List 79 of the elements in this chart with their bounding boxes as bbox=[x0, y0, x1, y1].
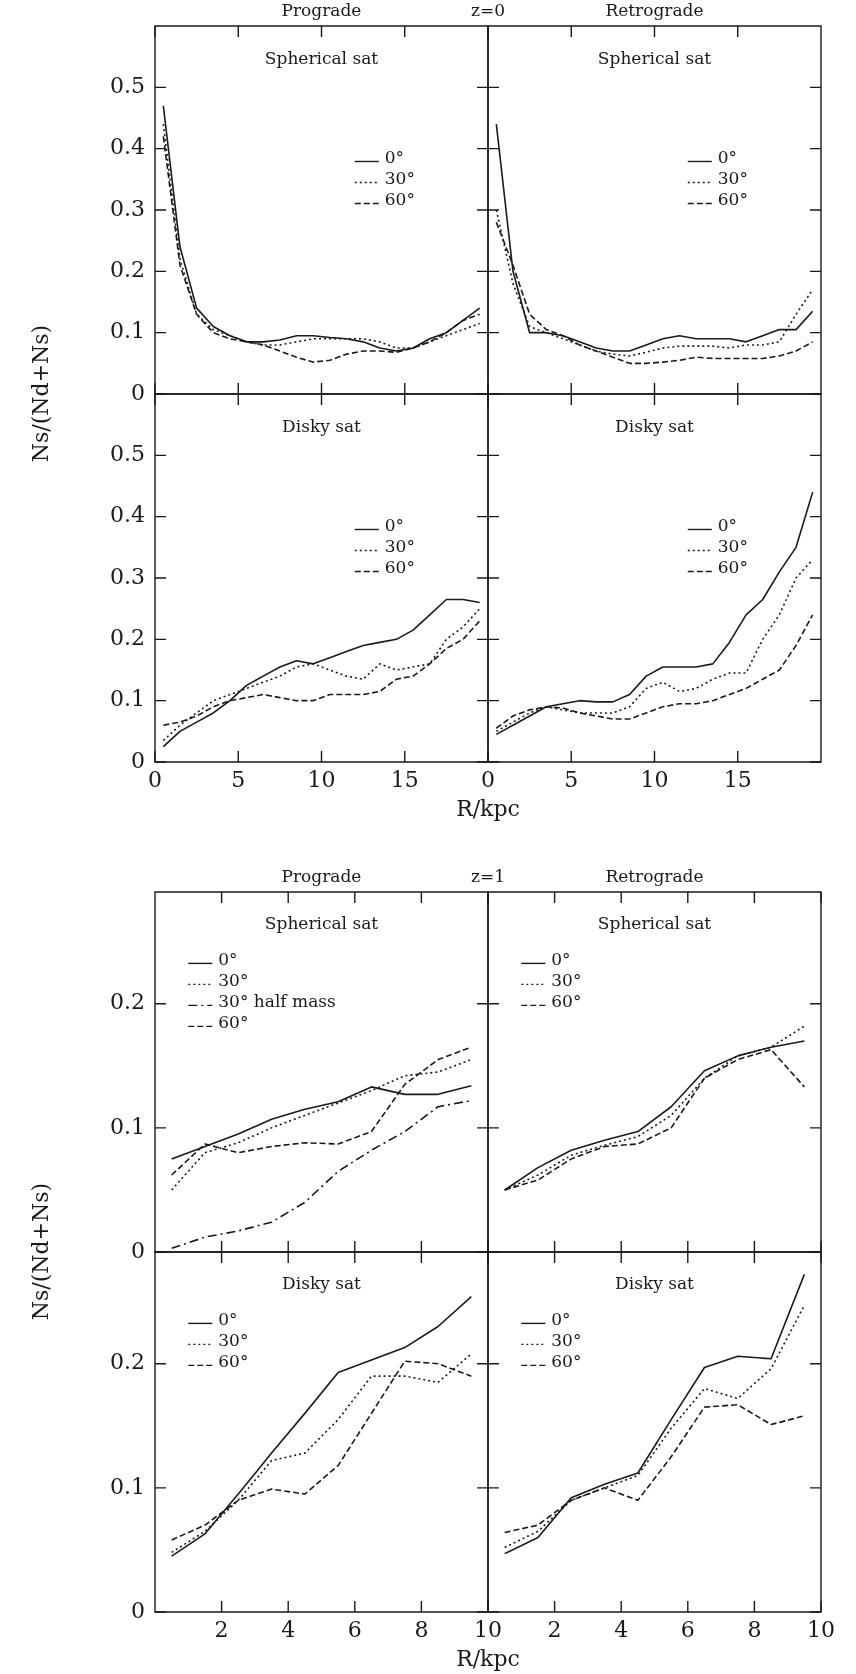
x-tick-label: 0 bbox=[148, 766, 162, 792]
x-tick-label: 5 bbox=[231, 766, 246, 792]
legend-label: 30° bbox=[384, 167, 415, 188]
y-tick-label: 0.1 bbox=[110, 318, 145, 344]
x-tick-label: 10 bbox=[807, 1616, 835, 1642]
x-tick-label: 6 bbox=[680, 1616, 695, 1642]
x-tick-label: 5 bbox=[564, 766, 579, 792]
y-axis-title: Ns/(Nd+Ns) bbox=[27, 323, 53, 465]
y-tick-label: 0 bbox=[131, 1597, 145, 1623]
y-tick-label: 0 bbox=[131, 747, 145, 773]
legend-label: 30° bbox=[551, 1329, 582, 1350]
chart-title: Prograde bbox=[281, 866, 362, 886]
y-tick-label: 0 bbox=[131, 379, 145, 405]
x-axis-title: R/kpc bbox=[455, 1646, 521, 1671]
x-tick-label: 6 bbox=[347, 1616, 362, 1642]
y-tick-label: 0.1 bbox=[110, 1113, 145, 1139]
x-tick-label: 15 bbox=[390, 766, 419, 792]
legend-label: 0° bbox=[384, 146, 405, 167]
legend-label: 30° bbox=[218, 969, 249, 990]
y-tick-label: 0.2 bbox=[110, 257, 145, 283]
y-tick-label: 0.4 bbox=[110, 134, 145, 160]
x-axis-title: R/kpc bbox=[455, 796, 521, 821]
legend-label: 30° bbox=[218, 1329, 249, 1350]
text: z=0 bbox=[470, 0, 506, 20]
legend-label: 60° bbox=[551, 1350, 582, 1371]
legend-label: 60° bbox=[717, 556, 748, 577]
chart-title: Retrograde bbox=[605, 0, 704, 20]
legend-label: 0° bbox=[218, 1308, 238, 1329]
text: Disky sat bbox=[282, 415, 362, 436]
legend-label: 0° bbox=[218, 948, 238, 969]
y-axis-title: Ns/(Nd+Ns) bbox=[27, 1181, 53, 1323]
x-tick-label: 2 bbox=[214, 1616, 229, 1642]
chart-title: Retrograde bbox=[605, 866, 704, 886]
x-tick-label: 15 bbox=[723, 766, 752, 792]
legend-label: 0° bbox=[384, 514, 405, 535]
legend-label: 60° bbox=[717, 188, 748, 209]
y-tick-label: 0.1 bbox=[110, 1473, 145, 1499]
text: Disky sat bbox=[615, 1272, 695, 1293]
x-tick-label: 4 bbox=[614, 1616, 629, 1642]
legend-label: 0° bbox=[551, 948, 571, 969]
y-tick-label: 0.3 bbox=[110, 563, 145, 589]
x-tick-label: 8 bbox=[747, 1616, 762, 1642]
x-tick-label: 0 bbox=[481, 766, 495, 792]
text: Disky sat bbox=[615, 415, 695, 436]
x-tick-label: 10 bbox=[640, 766, 669, 792]
y-tick-label: 0.5 bbox=[110, 73, 145, 99]
y-tick-label: 0.2 bbox=[110, 1349, 145, 1375]
text: Disky sat bbox=[282, 1272, 362, 1293]
legend-label: 0° bbox=[717, 514, 738, 535]
x-tick-label: 8 bbox=[414, 1616, 429, 1642]
x-tick-label: 2 bbox=[547, 1616, 562, 1642]
text: z=1 bbox=[470, 866, 506, 886]
legend-label: 30° bbox=[384, 535, 415, 556]
legend-label: 30° bbox=[717, 167, 748, 188]
y-tick-label: 0 bbox=[131, 1237, 145, 1263]
legend-label: 60° bbox=[384, 188, 415, 209]
legend-label: 60° bbox=[218, 1011, 249, 1032]
y-tick-label: 0.4 bbox=[110, 502, 145, 528]
x-tick-label: 10 bbox=[307, 766, 336, 792]
y-tick-label: 0.3 bbox=[110, 195, 145, 221]
legend-label: 0° bbox=[717, 146, 738, 167]
legend-label: 30° bbox=[717, 535, 748, 556]
y-tick-label: 0.1 bbox=[110, 686, 145, 712]
text: Spherical sat bbox=[597, 47, 712, 68]
legend-label: 30° half mass bbox=[218, 990, 336, 1011]
text: Spherical sat bbox=[597, 912, 712, 933]
legend-label: 60° bbox=[551, 990, 582, 1011]
text: Spherical sat bbox=[264, 912, 379, 933]
chart-title: Prograde bbox=[281, 0, 362, 20]
x-tick-label: 4 bbox=[281, 1616, 296, 1642]
y-tick-label: 0.2 bbox=[110, 625, 145, 651]
y-tick-label: 0.2 bbox=[110, 989, 145, 1015]
y-tick-label: 0.5 bbox=[110, 441, 145, 467]
legend-label: 30° bbox=[551, 969, 582, 990]
x-tick-label: 10 bbox=[474, 1616, 502, 1642]
legend-label: 60° bbox=[384, 556, 415, 577]
legend-label: 60° bbox=[218, 1350, 249, 1371]
legend-label: 0° bbox=[551, 1308, 571, 1329]
text: Spherical sat bbox=[264, 47, 379, 68]
